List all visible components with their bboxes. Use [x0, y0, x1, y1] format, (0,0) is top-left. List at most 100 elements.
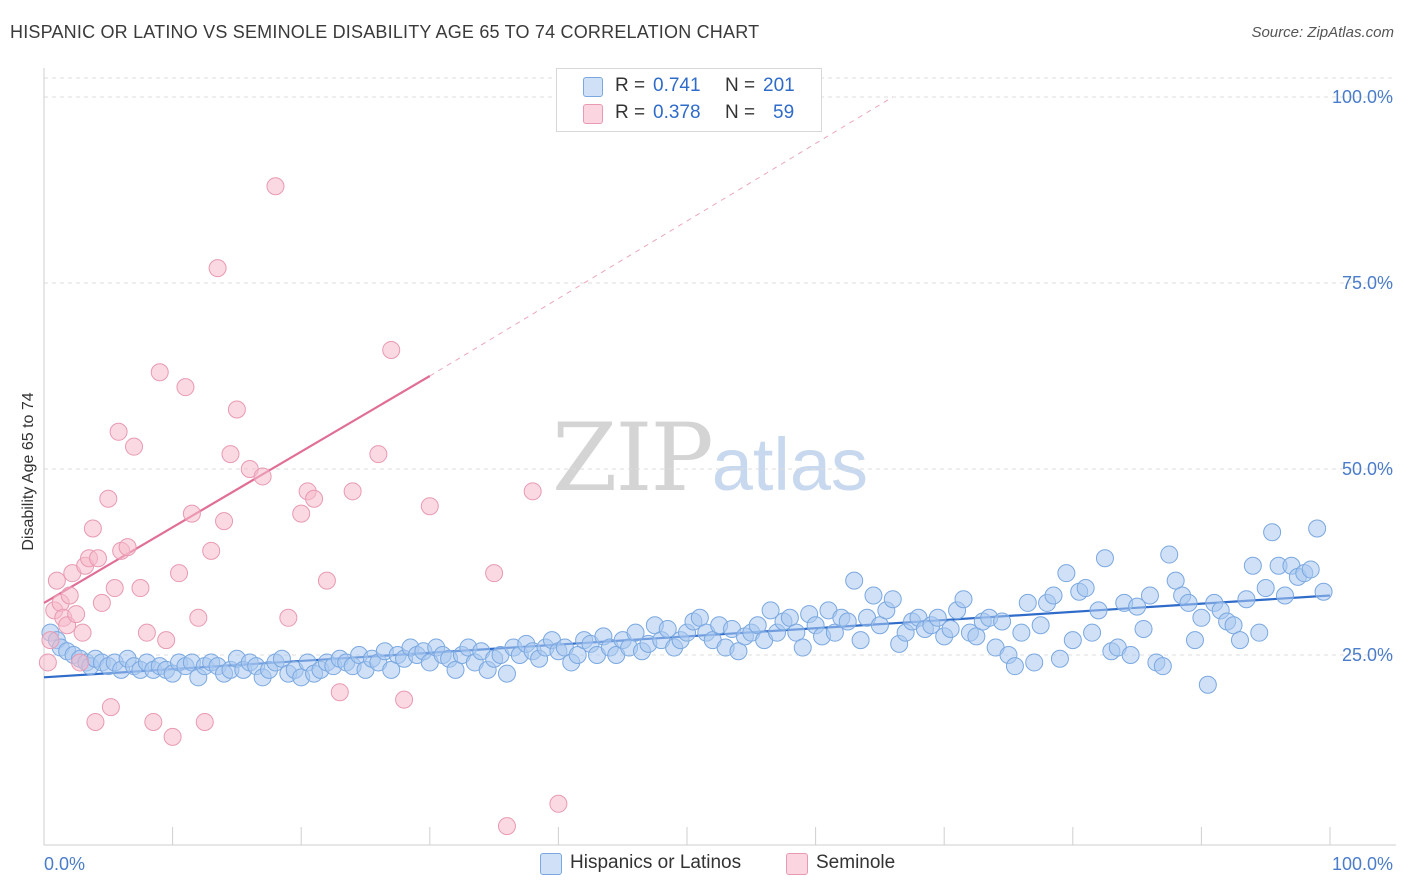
seminole-point	[101, 698, 120, 717]
hispanic-point	[1301, 560, 1320, 579]
bottom-legend-swatch-hispanic	[540, 853, 562, 875]
watermark-zip: ZIP	[552, 404, 714, 513]
seminole-point	[317, 571, 336, 590]
seminole-point	[144, 712, 163, 731]
seminole-point	[176, 378, 195, 397]
hispanic-point	[1025, 653, 1044, 672]
hispanic-point	[382, 660, 401, 679]
seminole-point	[305, 489, 324, 508]
hispanic-point	[1243, 556, 1262, 575]
seminole-point	[86, 712, 105, 731]
seminole-point	[118, 538, 137, 557]
x-tick-label: 0.0%	[44, 854, 85, 874]
hispanic-point	[954, 590, 973, 609]
hispanic-point	[1063, 631, 1082, 650]
hispanic-point	[1314, 582, 1333, 601]
hispanic-point	[825, 623, 844, 642]
seminole-point	[182, 504, 201, 523]
seminole-point	[369, 445, 388, 464]
hispanic-point	[851, 631, 870, 650]
hispanic-point	[780, 608, 799, 627]
seminole-point	[189, 608, 208, 627]
hispanic-point	[497, 664, 516, 683]
seminole-point	[109, 422, 128, 441]
seminole-point	[227, 400, 246, 419]
hispanic-point	[1256, 579, 1275, 598]
legend-n-label: N =	[725, 102, 756, 123]
legend-r-value: 0.741	[653, 75, 701, 96]
hispanic-point	[1250, 623, 1269, 642]
hispanic-point	[1050, 649, 1069, 668]
seminole-point	[47, 571, 66, 590]
seminole-point	[71, 653, 90, 672]
hispanic-point	[1308, 519, 1327, 538]
watermark-atlas: atlas	[711, 423, 869, 506]
seminole-point	[343, 482, 362, 501]
seminole-point	[279, 608, 298, 627]
seminole-point	[67, 605, 86, 624]
axes	[43, 68, 1396, 846]
seminole-point	[163, 727, 182, 746]
hispanic-point	[626, 623, 645, 642]
bottom-legend-label-hispanic: Hispanics or Latinos	[570, 852, 742, 873]
seminole-trend-line	[43, 375, 431, 604]
y-tick-label: 25.0%	[1342, 645, 1393, 665]
seminole-point	[485, 564, 504, 583]
hispanic-point	[1179, 593, 1198, 612]
seminole-point	[549, 794, 568, 813]
hispanic-point	[1089, 601, 1108, 620]
seminole-point	[292, 504, 311, 523]
hispanic-point	[1140, 586, 1159, 605]
seminole-point	[150, 363, 169, 382]
y-axis-title: Disability Age 65 to 74	[20, 392, 37, 550]
hispanic-point	[1044, 586, 1063, 605]
seminole-point	[89, 549, 108, 568]
stats-legend: R = 0.741 N = 201 R = 0.378 N = 59	[556, 68, 822, 132]
hispanic-point	[787, 623, 806, 642]
hispanic-point	[993, 612, 1012, 631]
hispanic-point	[272, 649, 291, 668]
seminole-point	[73, 623, 92, 642]
seminole-point	[125, 437, 144, 456]
hispanic-point	[864, 586, 883, 605]
hispanic-point	[1166, 571, 1185, 590]
hispanic-point	[967, 627, 986, 646]
hispanic-point	[1153, 657, 1172, 676]
hispanic-point	[1057, 564, 1076, 583]
hispanic-point	[748, 616, 767, 635]
hispanic-point	[690, 608, 709, 627]
seminole-point	[105, 579, 124, 598]
seminole-point	[382, 340, 401, 359]
seminole-point	[253, 467, 272, 486]
legend-n-value: 201	[763, 75, 795, 96]
seminole-point	[92, 593, 111, 612]
hispanic-point	[845, 571, 864, 590]
seminole-point	[208, 259, 227, 278]
legend-swatch-hispanic	[583, 77, 603, 97]
hispanic-point	[838, 612, 857, 631]
seminole-point	[215, 512, 234, 531]
hispanic-point	[793, 638, 812, 657]
hispanic-point	[1134, 619, 1153, 638]
seminole-point	[266, 177, 285, 196]
seminole-point	[523, 482, 542, 501]
bottom-legend-label-seminole: Seminole	[816, 852, 896, 873]
hispanic-point	[446, 660, 465, 679]
seminole-point	[202, 541, 221, 560]
trend-lines	[43, 96, 1331, 679]
hispanic-point	[1230, 631, 1249, 650]
x-tick-label: 100.0%	[1332, 854, 1393, 874]
hispanic-point	[941, 619, 960, 638]
seminole-point	[137, 623, 156, 642]
grid-lines	[44, 77, 1396, 656]
seminole-point	[60, 586, 79, 605]
data-points	[38, 177, 1333, 836]
hispanic-point	[883, 590, 902, 609]
hispanic-point	[1005, 657, 1024, 676]
hispanic-point	[928, 608, 947, 627]
y-tick-label: 50.0%	[1342, 459, 1393, 479]
seminole-point	[170, 564, 189, 583]
chart-title: HISPANIC OR LATINO VS SEMINOLE DISABILIT…	[10, 22, 760, 42]
hispanic-point	[1198, 675, 1217, 694]
